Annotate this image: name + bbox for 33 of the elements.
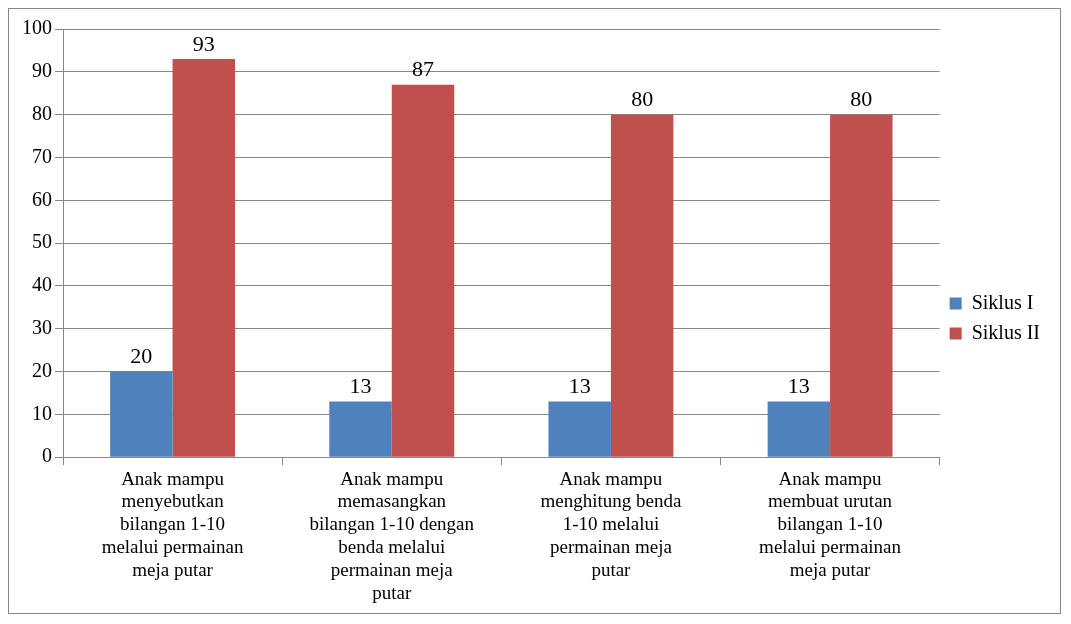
y-tick-label: 70 <box>32 144 52 167</box>
legend-label: Siklus I <box>971 290 1034 313</box>
data-label: 80 <box>850 86 873 112</box>
x-tick-label: Anak mampu memasangkan bilangan 1-10 dengan benda melalui permainan meja putar <box>309 467 475 603</box>
y-tick-label: 40 <box>32 273 52 296</box>
y-tick-label: 80 <box>32 101 52 124</box>
legend-label: Siklus II <box>971 320 1040 343</box>
y-tick-label: 60 <box>32 187 52 210</box>
y-tick-label: 90 <box>32 59 52 82</box>
x-tick-label: Anak mampu menghitung benda 1-10 melalui permainan meja putar <box>540 467 682 580</box>
data-label: 13 <box>568 373 591 399</box>
data-label: 87 <box>411 56 434 82</box>
data-label: 80 <box>631 86 654 112</box>
data-label: 93 <box>192 30 215 56</box>
data-label: 13 <box>349 373 372 399</box>
bar <box>172 58 236 457</box>
bar <box>110 371 173 457</box>
data-label: 13 <box>787 373 810 399</box>
y-tick-label: 0 <box>42 444 52 467</box>
y-tick-label: 20 <box>32 358 52 381</box>
data-label: 20 <box>130 343 153 369</box>
x-tick-label: Anak mampu membuat urutan bilangan 1-10 melalui permainan meja putar <box>759 467 902 580</box>
bar <box>767 401 831 457</box>
y-tick-label: 50 <box>32 230 52 253</box>
x-tick-label: Anak mampu menyebutkan bilangan 1-10 melalui permainan meja putar <box>101 467 245 580</box>
bar <box>391 84 455 457</box>
bar <box>610 114 674 457</box>
bar <box>329 401 392 457</box>
y-tick-label: 10 <box>32 401 52 424</box>
bar <box>830 114 893 457</box>
y-tick-label: 100 <box>22 16 52 39</box>
bar <box>548 401 611 457</box>
y-tick-label: 30 <box>32 315 52 338</box>
